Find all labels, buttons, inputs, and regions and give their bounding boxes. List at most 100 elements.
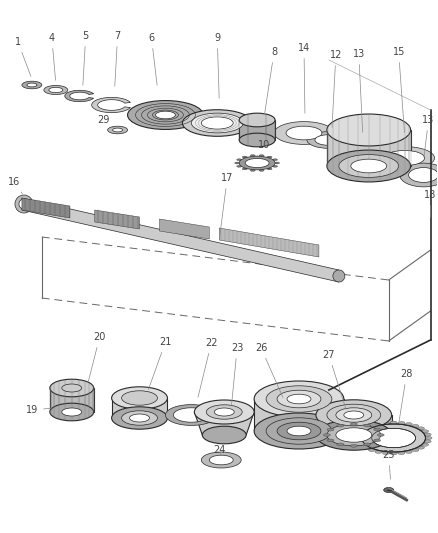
- Ellipse shape: [422, 430, 429, 433]
- Polygon shape: [92, 98, 131, 112]
- Ellipse shape: [336, 428, 372, 442]
- Ellipse shape: [356, 433, 363, 436]
- Ellipse shape: [351, 159, 387, 173]
- Ellipse shape: [254, 413, 344, 449]
- Text: 24: 24: [213, 445, 226, 455]
- Ellipse shape: [327, 404, 381, 426]
- Ellipse shape: [272, 159, 278, 160]
- Text: 7: 7: [114, 31, 121, 86]
- Polygon shape: [50, 388, 94, 412]
- Text: 9: 9: [214, 33, 220, 98]
- Polygon shape: [219, 228, 319, 257]
- Ellipse shape: [266, 386, 332, 412]
- Text: 23: 23: [231, 343, 244, 405]
- Ellipse shape: [327, 428, 334, 431]
- Polygon shape: [95, 210, 140, 229]
- Ellipse shape: [374, 428, 381, 431]
- Ellipse shape: [250, 155, 255, 157]
- Ellipse shape: [327, 114, 410, 146]
- Ellipse shape: [364, 443, 371, 446]
- Polygon shape: [65, 90, 93, 102]
- Ellipse shape: [206, 405, 242, 419]
- Ellipse shape: [62, 408, 82, 416]
- Ellipse shape: [19, 199, 29, 209]
- Ellipse shape: [424, 440, 431, 443]
- Ellipse shape: [235, 162, 240, 164]
- Ellipse shape: [399, 163, 438, 187]
- Ellipse shape: [202, 426, 246, 444]
- Ellipse shape: [245, 158, 269, 167]
- Ellipse shape: [384, 488, 394, 492]
- Polygon shape: [159, 219, 209, 239]
- Ellipse shape: [422, 443, 429, 446]
- Polygon shape: [112, 398, 167, 418]
- Ellipse shape: [209, 455, 233, 465]
- Ellipse shape: [327, 150, 410, 182]
- Polygon shape: [316, 415, 392, 435]
- Ellipse shape: [359, 443, 366, 446]
- Text: 14: 14: [298, 43, 310, 113]
- Ellipse shape: [412, 448, 419, 451]
- Ellipse shape: [259, 155, 264, 157]
- Ellipse shape: [242, 168, 247, 170]
- Ellipse shape: [277, 390, 321, 408]
- Ellipse shape: [267, 168, 272, 170]
- Ellipse shape: [287, 426, 311, 436]
- Ellipse shape: [377, 434, 384, 437]
- Ellipse shape: [62, 384, 82, 392]
- Text: 18: 18: [424, 190, 437, 217]
- Ellipse shape: [112, 387, 167, 409]
- Ellipse shape: [250, 169, 255, 171]
- Ellipse shape: [239, 133, 275, 147]
- Polygon shape: [22, 198, 70, 218]
- Ellipse shape: [27, 83, 37, 87]
- Ellipse shape: [50, 403, 94, 421]
- Ellipse shape: [307, 132, 351, 148]
- Ellipse shape: [287, 394, 311, 404]
- Ellipse shape: [272, 165, 278, 167]
- Ellipse shape: [362, 424, 426, 452]
- Ellipse shape: [405, 450, 412, 454]
- Ellipse shape: [316, 400, 392, 430]
- Ellipse shape: [398, 422, 405, 424]
- Ellipse shape: [237, 165, 242, 167]
- Ellipse shape: [49, 87, 63, 93]
- Ellipse shape: [112, 407, 167, 429]
- Text: 25: 25: [382, 450, 395, 479]
- Ellipse shape: [182, 110, 252, 136]
- Text: 13: 13: [422, 115, 434, 157]
- Text: 13: 13: [353, 49, 365, 132]
- Ellipse shape: [44, 85, 68, 94]
- Polygon shape: [22, 198, 339, 282]
- Text: 26: 26: [255, 343, 283, 398]
- Ellipse shape: [356, 440, 363, 443]
- Ellipse shape: [242, 156, 247, 158]
- Ellipse shape: [201, 117, 233, 129]
- Ellipse shape: [375, 423, 382, 426]
- Text: 8: 8: [265, 47, 277, 114]
- Ellipse shape: [417, 427, 424, 430]
- Ellipse shape: [267, 156, 272, 158]
- Polygon shape: [327, 130, 410, 166]
- Text: 29: 29: [98, 115, 113, 128]
- Ellipse shape: [15, 195, 33, 213]
- Text: 6: 6: [148, 33, 157, 85]
- Ellipse shape: [424, 433, 431, 436]
- Text: 10: 10: [258, 140, 270, 156]
- Ellipse shape: [275, 162, 279, 164]
- Ellipse shape: [390, 452, 397, 455]
- Ellipse shape: [333, 270, 345, 282]
- Ellipse shape: [363, 427, 370, 430]
- Ellipse shape: [355, 437, 362, 440]
- Ellipse shape: [259, 169, 264, 171]
- Text: 5: 5: [83, 31, 89, 85]
- Polygon shape: [166, 405, 215, 425]
- Ellipse shape: [350, 423, 357, 425]
- Ellipse shape: [316, 420, 392, 450]
- Text: 15: 15: [392, 47, 405, 132]
- Ellipse shape: [237, 159, 242, 160]
- Polygon shape: [254, 399, 344, 431]
- Ellipse shape: [374, 439, 381, 442]
- Ellipse shape: [127, 101, 203, 130]
- Ellipse shape: [372, 429, 416, 448]
